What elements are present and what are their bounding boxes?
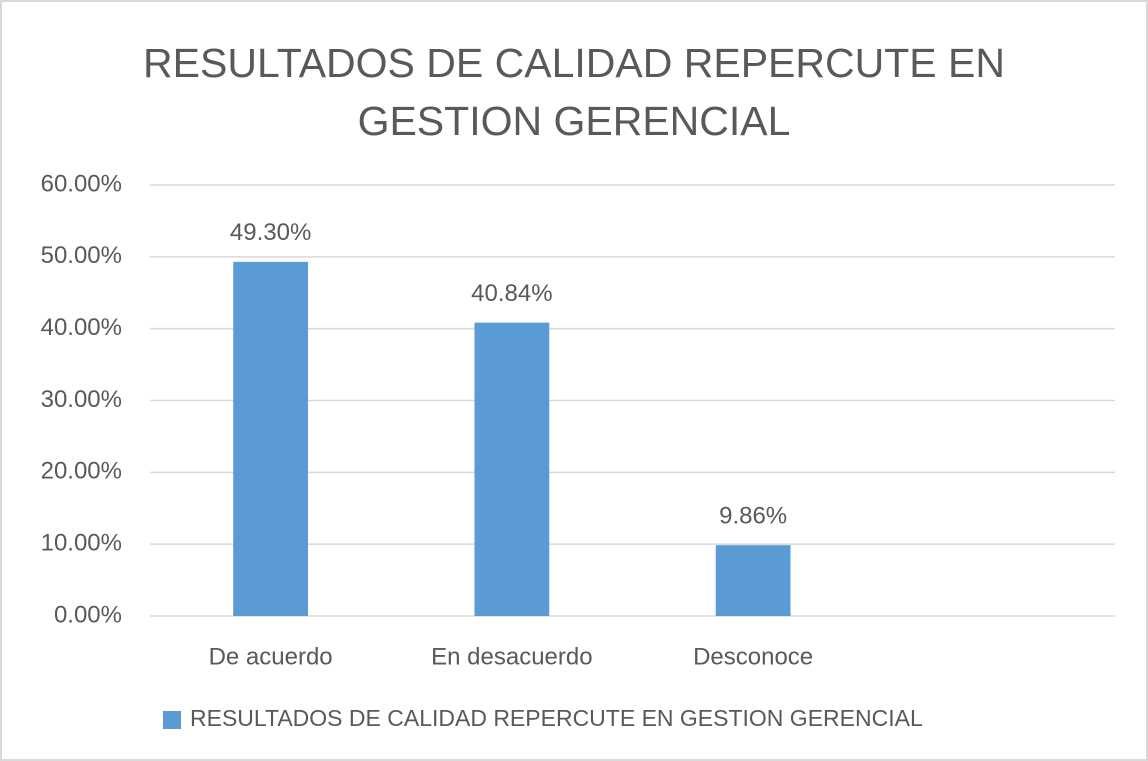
x-tick-label: De acuerdo xyxy=(209,643,333,670)
legend-label: RESULTADOS DE CALIDAD REPERCUTE EN GESTI… xyxy=(190,705,923,731)
y-tick-label: 50.00% xyxy=(41,242,122,269)
chart-title: RESULTADOS DE CALIDAD REPERCUTE EN GESTI… xyxy=(143,40,1005,144)
legend-swatch xyxy=(163,711,181,729)
x-tick-label: En desacuerdo xyxy=(431,643,592,670)
bar xyxy=(474,322,550,616)
y-tick-label: 0.00% xyxy=(54,601,122,628)
y-tick-label: 20.00% xyxy=(41,458,122,485)
x-tick-label: Desconoce xyxy=(693,643,813,670)
y-tick-label: 40.00% xyxy=(41,314,122,341)
bar xyxy=(715,545,791,616)
data-label: 9.86% xyxy=(719,503,787,530)
y-tick-label: 60.00% xyxy=(41,170,122,197)
data-label: 40.84% xyxy=(471,280,552,307)
y-tick-label: 30.00% xyxy=(41,386,122,413)
y-tick-label: 10.00% xyxy=(41,530,122,557)
data-label: 49.30% xyxy=(230,219,311,246)
bar xyxy=(233,261,309,616)
